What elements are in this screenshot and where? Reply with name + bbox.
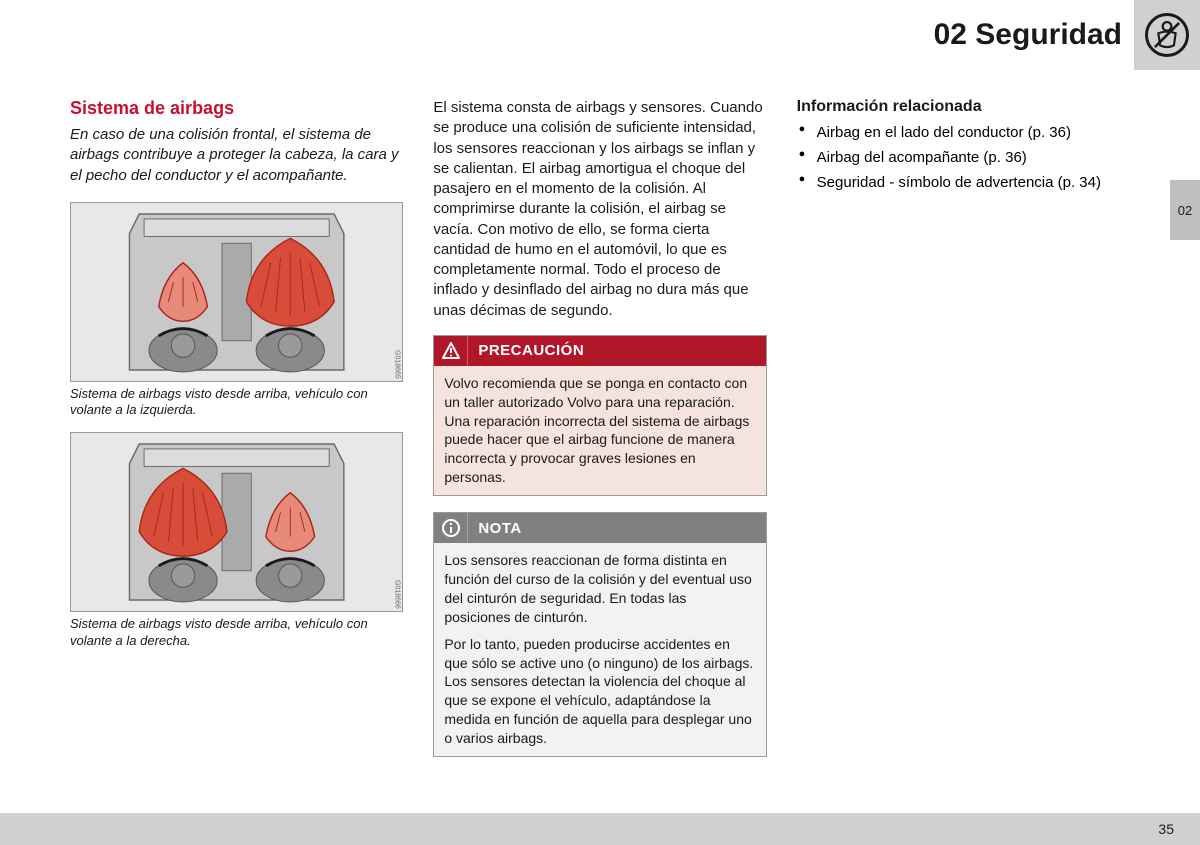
figure-caption-2: Sistema de airbags visto desde arriba, v…	[70, 616, 403, 649]
figure-code-2: G018666	[393, 580, 400, 609]
related-info-title: Información relacionada	[797, 98, 1130, 116]
page-number: 35	[1158, 821, 1174, 837]
column-3: Información relacionada Airbag en el lad…	[797, 98, 1130, 773]
chapter-title: 02 Seguridad	[934, 18, 1122, 52]
nota-text-2: Por lo tanto, pueden producirse accident…	[444, 635, 755, 748]
side-chapter-tab: 02	[1170, 180, 1200, 240]
related-info-list: Airbag en el lado del conductor (p. 36) …	[797, 122, 1130, 193]
intro-paragraph: En caso de una colisión frontal, el sist…	[70, 125, 403, 186]
related-item: Airbag del acompañante (p. 36)	[797, 147, 1130, 168]
main-content: Sistema de airbags En caso de una colisi…	[70, 98, 1130, 773]
nota-box: NOTA Los sensores reaccionan de forma di…	[433, 512, 766, 757]
warning-triangle-icon	[434, 336, 468, 366]
precaucion-title: PRECAUCIÓN	[468, 342, 765, 359]
column-2: El sistema consta de airbags y sensores.…	[433, 98, 766, 773]
nota-body: Los sensores reaccionan de forma distint…	[434, 543, 765, 756]
page-header: 02 Seguridad	[0, 0, 1200, 70]
related-item: Airbag en el lado del conductor (p. 36)	[797, 122, 1130, 143]
precaucion-body: Volvo recomienda que se ponga en contact…	[434, 366, 765, 495]
body-paragraph: El sistema consta de airbags y sensores.…	[433, 98, 766, 321]
nota-header: NOTA	[434, 513, 765, 543]
seatbelt-warning-icon	[1145, 13, 1189, 57]
precaucion-text: Volvo recomienda que se ponga en contact…	[444, 374, 755, 487]
precaucion-box: PRECAUCIÓN Volvo recomienda que se ponga…	[433, 335, 766, 496]
figure-code-1: G018665	[393, 350, 400, 379]
nota-title: NOTA	[468, 520, 765, 537]
related-item: Seguridad - símbolo de advertencia (p. 3…	[797, 172, 1130, 193]
nota-text-1: Los sensores reaccionan de forma distint…	[444, 551, 755, 627]
figure-airbag-right-drive: G018666	[70, 432, 403, 612]
footer-bar: 35	[0, 813, 1200, 845]
figure-airbag-left-drive: G018665	[70, 202, 403, 382]
section-title: Sistema de airbags	[70, 98, 403, 119]
precaucion-header: PRECAUCIÓN	[434, 336, 765, 366]
header-seatbelt-icon-box	[1134, 0, 1200, 70]
figure-caption-1: Sistema de airbags visto desde arriba, v…	[70, 386, 403, 419]
info-circle-icon	[434, 513, 468, 543]
column-1: Sistema de airbags En caso de una colisi…	[70, 98, 403, 773]
